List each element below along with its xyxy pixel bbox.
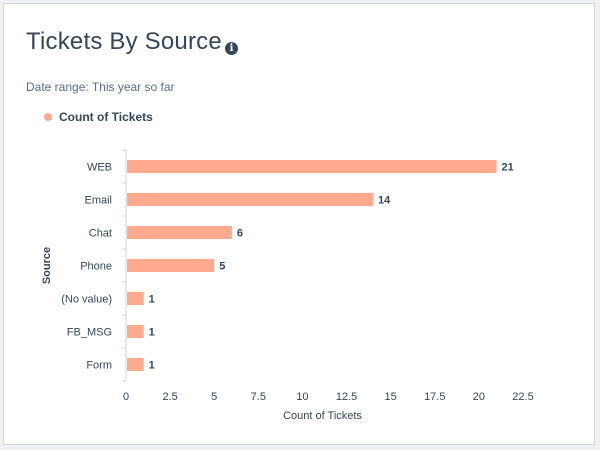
bar[interactable]	[127, 193, 374, 206]
x-tick-label: 7.5	[251, 391, 266, 403]
info-icon[interactable]: i	[225, 42, 238, 55]
y-axis-title: Source	[41, 247, 53, 284]
bar[interactable]	[127, 292, 144, 305]
bar[interactable]	[127, 325, 144, 338]
chart-legend[interactable]: Count of Tickets	[44, 110, 153, 124]
data-label: 1	[149, 294, 155, 306]
category-label: (No value)	[61, 294, 112, 306]
x-tick-label: 0	[123, 391, 129, 403]
category-label: Email	[84, 195, 112, 207]
x-tick-label: 2.5	[162, 391, 177, 403]
category-label: WEB	[87, 162, 112, 174]
report-card: Tickets By Source i Date range: This yea…	[3, 3, 595, 445]
x-tick-label: 17.5	[424, 391, 445, 403]
legend-label: Count of Tickets	[59, 110, 153, 124]
category-label: Phone	[80, 261, 112, 273]
bar[interactable]	[127, 358, 144, 371]
data-label: 14	[378, 195, 391, 207]
legend-swatch	[44, 113, 52, 121]
x-tick-label: 15	[385, 391, 397, 403]
category-label: Form	[86, 360, 112, 372]
x-axis-title: Count of Tickets	[283, 410, 362, 422]
data-label: 5	[219, 261, 225, 273]
bar[interactable]	[127, 160, 497, 173]
x-tick-label: 10	[296, 391, 308, 403]
x-tick-label: 20	[473, 391, 485, 403]
bar[interactable]	[127, 259, 215, 272]
report-title: Tickets By Source	[26, 28, 222, 55]
x-tick-label: 12.5	[336, 391, 357, 403]
x-tick-label: 22.5	[512, 391, 533, 403]
category-label: FB_MSG	[67, 327, 112, 339]
x-tick-label: 5	[211, 391, 217, 403]
data-label: 6	[237, 228, 243, 240]
data-label: 21	[502, 162, 514, 174]
data-label: 1	[149, 327, 155, 339]
bar[interactable]	[127, 226, 232, 239]
data-label: 1	[149, 360, 155, 372]
date-range-label: Date range: This year so far	[26, 80, 175, 94]
category-label: Chat	[89, 228, 112, 240]
